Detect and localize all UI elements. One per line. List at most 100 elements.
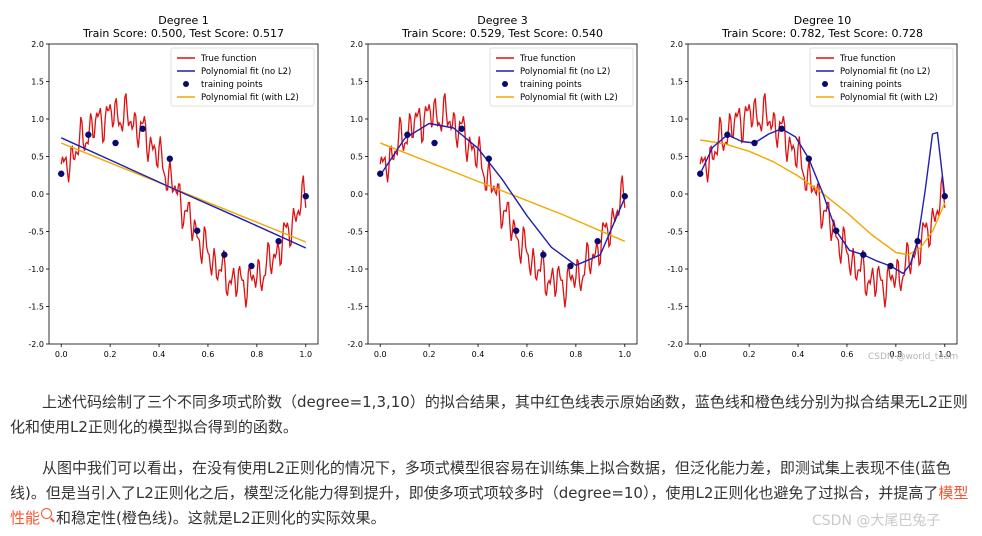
fit-no-l2-line [60, 137, 307, 249]
legend-training-points: training points [840, 80, 902, 90]
y-tick-label: 1.5 [350, 78, 363, 87]
training-point [248, 262, 255, 270]
chart-title: Degree 3 [477, 14, 528, 27]
x-tick-label: 0.6 [521, 350, 534, 359]
y-tick-label: -0.5 [347, 228, 363, 237]
training-point [85, 131, 92, 138]
y-tick-label: 0.5 [31, 153, 44, 162]
paragraph-2-part-2: 和稳定性(橙色线)。这就是L2正则化的实际效果。 [56, 509, 386, 527]
training-point [621, 193, 628, 200]
legend-training-points-marker [183, 81, 189, 87]
y-tick-label: 0.5 [670, 153, 683, 162]
legend-fit-no-l2: Polynomial fit (no L2) [520, 67, 610, 77]
training-point [941, 193, 948, 200]
y-tick-label: -2.0 [347, 340, 363, 349]
y-tick-label: 0.5 [350, 153, 363, 162]
y-tick-label: -1.5 [667, 303, 683, 312]
legend-fit-no-l2: Polynomial fit (no L2) [201, 67, 291, 77]
training-point [275, 238, 282, 245]
x-tick-label: 0.8 [889, 350, 902, 359]
legend-box [809, 47, 954, 107]
training-point [751, 139, 758, 147]
chart-subtitle: Train Score: 0.782, Test Score: 0.728 [721, 27, 923, 40]
fit-with-l2-line [60, 142, 307, 243]
chart-subtitle: Train Score: 0.529, Test Score: 0.540 [401, 27, 603, 40]
paragraph-2: 从图中我们可以看出，在没有使用L2正则化的情况下，多项式模型很容易在训练集上拟合… [10, 456, 970, 531]
x-tick-label: 0.6 [841, 350, 854, 359]
y-tick-label: -1.5 [28, 303, 44, 312]
y-tick-label: 1.0 [31, 115, 44, 124]
training-point [485, 155, 493, 162]
training-point [221, 251, 228, 258]
x-tick-label: 0.4 [153, 350, 166, 359]
model-performance-link[interactable]: 模型性能 [10, 484, 969, 527]
x-tick-label: 1.0 [618, 350, 631, 359]
x-tick-label: 1.0 [299, 350, 312, 359]
y-tick-label: -1.0 [667, 265, 683, 274]
fit-with-l2-line [379, 142, 626, 242]
legend-true-function: True function [839, 54, 895, 64]
training-point [887, 262, 894, 270]
training-point [112, 139, 119, 147]
y-tick-label: -0.5 [28, 228, 44, 237]
chart-title: Degree 10 [794, 14, 852, 27]
training-point [832, 227, 840, 234]
training-point [458, 125, 465, 132]
legend-training-points-marker [502, 81, 508, 87]
legend-box [170, 47, 315, 107]
training-point [404, 131, 411, 138]
fit-no-l2-line [699, 128, 946, 275]
y-tick-label: -1.0 [347, 265, 363, 274]
y-tick-label: 0.0 [350, 190, 363, 199]
training-point [431, 139, 438, 147]
x-tick-label: 0.2 [104, 350, 117, 359]
training-point [697, 170, 704, 177]
training-point [302, 193, 309, 200]
y-tick-label: 1.5 [670, 78, 683, 87]
training-point [594, 238, 601, 245]
legend-training-points-marker [822, 81, 828, 87]
search-icon[interactable] [41, 508, 53, 519]
y-tick-label: -1.0 [28, 265, 44, 274]
training-point [724, 131, 731, 138]
training-point [377, 170, 384, 177]
x-tick-label: 0.2 [743, 350, 756, 359]
training-point [139, 125, 146, 132]
x-tick-label: 1.0 [938, 350, 951, 359]
legend-training-points: training points [520, 80, 582, 90]
chart-subtitle: Train Score: 0.500, Test Score: 0.517 [82, 27, 284, 40]
x-tick-label: 0.2 [423, 350, 436, 359]
figure-watermark: CSDN @world_team [868, 352, 959, 362]
fit-with-l2-line [700, 139, 946, 256]
x-tick-label: 0.8 [569, 350, 582, 359]
y-tick-label: -0.5 [667, 228, 683, 237]
training-point [58, 170, 65, 177]
y-tick-label: -2.0 [28, 340, 44, 349]
x-tick-label: 0.4 [472, 350, 485, 359]
y-tick-label: 1.5 [31, 78, 44, 87]
legend-fit-with-l2: Polynomial fit (with L2) [520, 93, 618, 103]
y-tick-label: -1.5 [347, 303, 363, 312]
paragraph-1: 上述代码绘制了三个不同多项式阶数（degree=1,3,10）的拟合结果，其中红… [10, 393, 968, 436]
true-function-line [60, 93, 307, 308]
training-point [512, 227, 520, 234]
legend-fit-no-l2: Polynomial fit (no L2) [840, 67, 930, 77]
y-tick-label: 2.0 [350, 40, 363, 49]
training-point [860, 251, 867, 258]
y-tick-label: 0.0 [670, 190, 683, 199]
y-tick-label: 2.0 [670, 40, 683, 49]
training-point [540, 251, 547, 258]
true-function-line [699, 93, 946, 308]
x-tick-label: 0.0 [374, 350, 387, 359]
legend-training-points: training points [201, 80, 263, 90]
y-tick-label: -2.0 [667, 340, 683, 349]
y-tick-label: 2.0 [31, 40, 44, 49]
y-tick-label: 1.0 [350, 115, 363, 124]
x-tick-label: 0.0 [55, 350, 68, 359]
legend-fit-with-l2: Polynomial fit (with L2) [201, 93, 299, 103]
training-point [193, 227, 201, 234]
